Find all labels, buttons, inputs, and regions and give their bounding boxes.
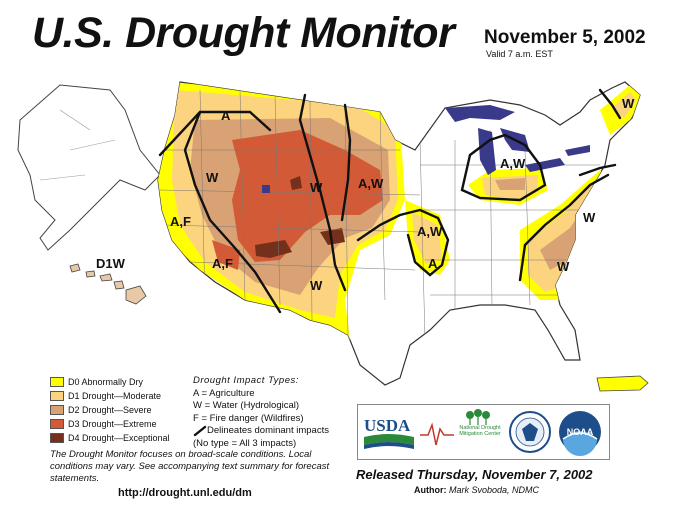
label-ca-af: A,F: [170, 214, 191, 229]
impact-types: Drought Impact Types: A = Agriculture W …: [193, 375, 329, 450]
legend-item-d0: D0 Abnormally Dry: [50, 375, 170, 389]
legend-swatch-d4: [50, 433, 64, 443]
legend-swatch-d2: [50, 405, 64, 415]
noaa-logo: NOAA: [559, 411, 601, 456]
usda-logo-text: USDA: [364, 416, 411, 435]
alaska-map: [17, 84, 161, 251]
map-date: November 5, 2002: [484, 27, 646, 48]
ndmc-logo-text: National Drought Mitigation Center: [459, 425, 501, 437]
label-cen-w: W: [310, 180, 323, 195]
label-w-w: W: [206, 170, 219, 185]
impact-item-agriculture: A = Agriculture: [193, 387, 255, 399]
delineation-line-icon: [193, 426, 207, 437]
impact-item-water: W = Water (Hydrological): [193, 400, 300, 411]
label-plains-aw: A,W: [358, 176, 384, 191]
usda-logo: USDA: [364, 416, 414, 449]
puerto-rico-map: [596, 375, 649, 392]
legend-label-d0: D0 Abnormally Dry: [68, 377, 144, 387]
legend-item-d2: D2 Drought—Severe: [50, 403, 170, 417]
impact-lines: [158, 88, 622, 314]
logo-strip: USDA National Drought Mitigation Center …: [364, 409, 601, 456]
legend-swatch-d1: [50, 391, 64, 401]
legend-item-d4: D4 Drought—Exceptional: [50, 431, 170, 445]
agency-logos: USDA National Drought Mitigation Center …: [357, 404, 610, 460]
label-glakes-aw: A,W: [500, 156, 526, 171]
ndmc-logo: National Drought Mitigation Center: [420, 409, 501, 446]
disclaimer-note: The Drought Monitor focuses on broad-sca…: [50, 449, 330, 484]
impact-heading: Drought Impact Types:: [193, 375, 299, 386]
label-nw-a: A: [221, 108, 231, 123]
label-hawaii: D1W: [96, 256, 126, 271]
impact-no-type: (No type = All 3 impacts): [193, 437, 297, 449]
author-name: Mark Svoboda, NDMC: [449, 485, 540, 495]
label-ne-w: W: [583, 210, 596, 225]
label-mo-a: A: [428, 256, 438, 271]
legend-label-d3: D3 Drought—Extreme: [68, 419, 157, 429]
author-line: Author: Mark Svoboda, NDMC: [414, 485, 539, 495]
impact-delineates-row: Delineates dominant impacts: [193, 425, 329, 438]
label-mo-aw: A,W: [417, 224, 443, 239]
website-link[interactable]: http://drought.unl.edu/dm: [118, 487, 252, 499]
release-date: Released Thursday, November 7, 2002: [356, 467, 593, 482]
impact-item-fire: F = Fire danger (Wildfires): [193, 412, 304, 424]
commerce-seal: [509, 411, 551, 453]
label-tx-w: W: [310, 278, 323, 293]
page-title: U.S. Drought Monitor: [32, 9, 455, 57]
conus-map: A W W A,W A,F A,F W A,W A A,W W W W D1W: [96, 81, 641, 386]
valid-time: Valid 7 a.m. EST: [486, 49, 553, 59]
legend-label-d1: D1 Drought—Moderate: [68, 391, 162, 401]
legend-label-d4: D4 Drought—Exceptional: [68, 433, 170, 443]
legend-swatch-d3: [50, 419, 64, 429]
label-sw-af: A,F: [212, 256, 233, 271]
hawaii-map: [69, 263, 147, 305]
legend: D0 Abnormally Dry D1 Drought—Moderate D2…: [50, 375, 170, 445]
author-label: Author:: [414, 485, 447, 495]
legend-item-d3: D3 Drought—Extreme: [50, 417, 170, 431]
legend-label-d2: D2 Drought—Severe: [68, 405, 152, 415]
impact-delineates: Delineates dominant impacts: [207, 425, 329, 436]
label-se-w: W: [557, 259, 570, 274]
label-maine-w: W: [622, 96, 635, 111]
legend-item-d1: D1 Drought—Moderate: [50, 389, 170, 403]
legend-swatch-d0: [50, 377, 64, 387]
noaa-logo-text: NOAA: [567, 427, 594, 437]
